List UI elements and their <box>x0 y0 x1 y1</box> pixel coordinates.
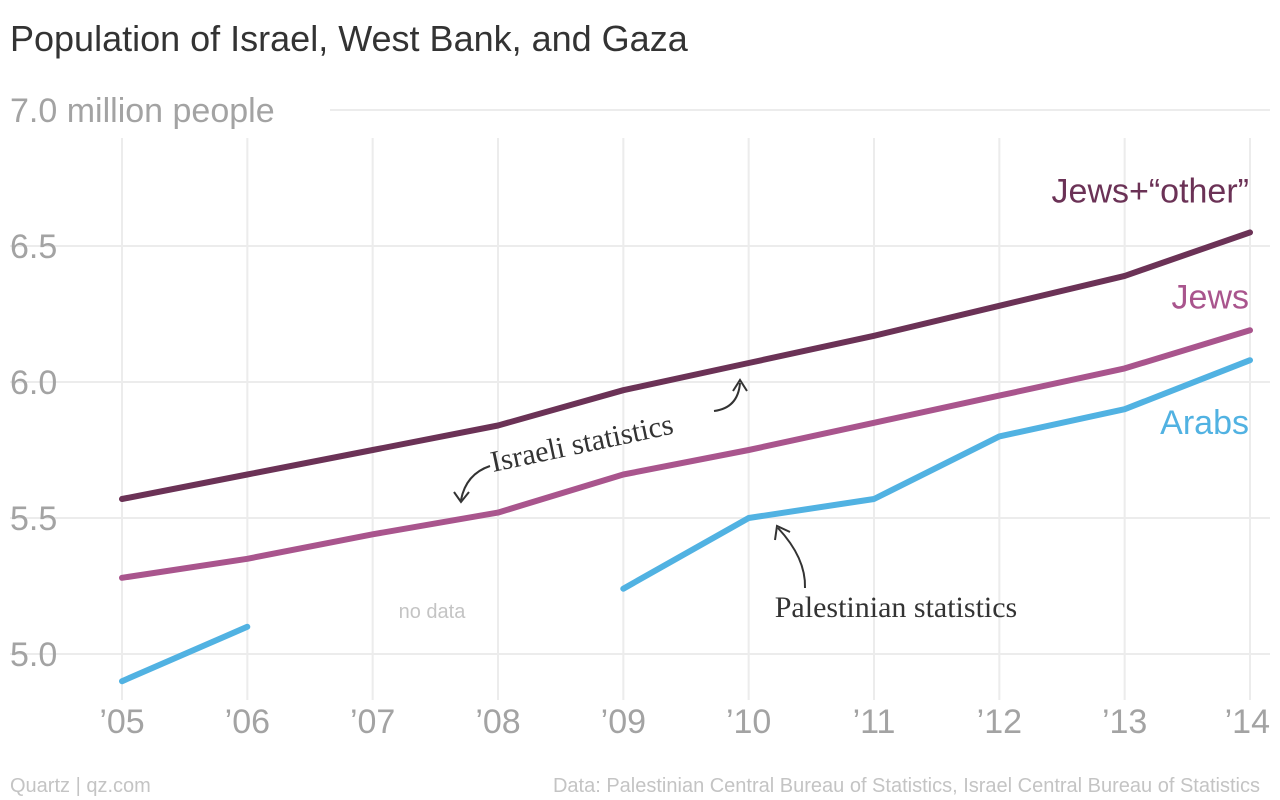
y-tick-label-6-5: 6.5 <box>10 228 57 266</box>
y-unit-label: million people <box>57 92 274 130</box>
x-tick-label-2010: ’10 <box>726 703 771 741</box>
chart-title: Population of Israel, West Bank, and Gaz… <box>10 18 689 59</box>
series-line-arabs-segment-2 <box>620 357 1253 592</box>
y-tick-label-5-0: 5.0 <box>10 636 57 674</box>
y-axis-tick-labels: 7.0 million people 6.5 6.0 5.5 5.0 <box>10 92 275 674</box>
israeli-arrow-right <box>713 382 741 412</box>
x-tick-label-2013: ’13 <box>1102 703 1147 741</box>
y-tick-label-5-5: 5.5 <box>10 500 57 538</box>
x-tick-label-2014: ’14 <box>1225 703 1270 741</box>
grid-lines <box>10 109 1270 700</box>
x-tick-label-2009: ’09 <box>601 703 646 741</box>
x-tick-label-2012: ’12 <box>977 703 1022 741</box>
series-label-arabs: Arabs <box>1160 404 1249 442</box>
footer-source-right: Data: Palestinian Central Bureau of Stat… <box>553 775 1260 797</box>
series-line-jews-segment-1 <box>119 327 1253 581</box>
y-tick-label-7-0: 7.0 million people <box>10 92 275 130</box>
palestinian-statistics-annotation: Palestinian statistics <box>775 591 1017 624</box>
x-axis-tick-labels: ’05 ’06 ’07 ’08 ’09 ’10 ’11 ’12 ’13 ’14 <box>99 703 1270 741</box>
x-tick-label-2007: ’07 <box>350 703 395 741</box>
series-line-arabs-segment-1 <box>119 623 251 685</box>
series-lines <box>119 229 1253 685</box>
series-labels: Jews+“other” Jews Arabs <box>1052 172 1249 442</box>
israeli-arrowhead-left <box>453 491 470 504</box>
y-tick-label-6-0: 6.0 <box>10 364 57 402</box>
footer-source-left: Quartz | qz.com <box>10 775 151 797</box>
palestinian-arrow <box>777 527 807 589</box>
series-line-jews-other-segment-1 <box>119 229 1253 502</box>
israeli-arrow-left <box>460 465 491 501</box>
series-label-jews-other: Jews+“other” <box>1052 172 1249 210</box>
israeli-arrowhead-right <box>732 378 748 392</box>
x-tick-label-2008: ’08 <box>475 703 520 741</box>
series-label-jews: Jews <box>1172 278 1249 316</box>
palestinian-arrowhead <box>774 524 791 541</box>
x-tick-label-2005: ’05 <box>99 703 144 741</box>
x-tick-label-2011: ’11 <box>853 703 896 741</box>
no-data-annotation: no data <box>399 601 467 623</box>
x-tick-label-2006: ’06 <box>225 703 270 741</box>
